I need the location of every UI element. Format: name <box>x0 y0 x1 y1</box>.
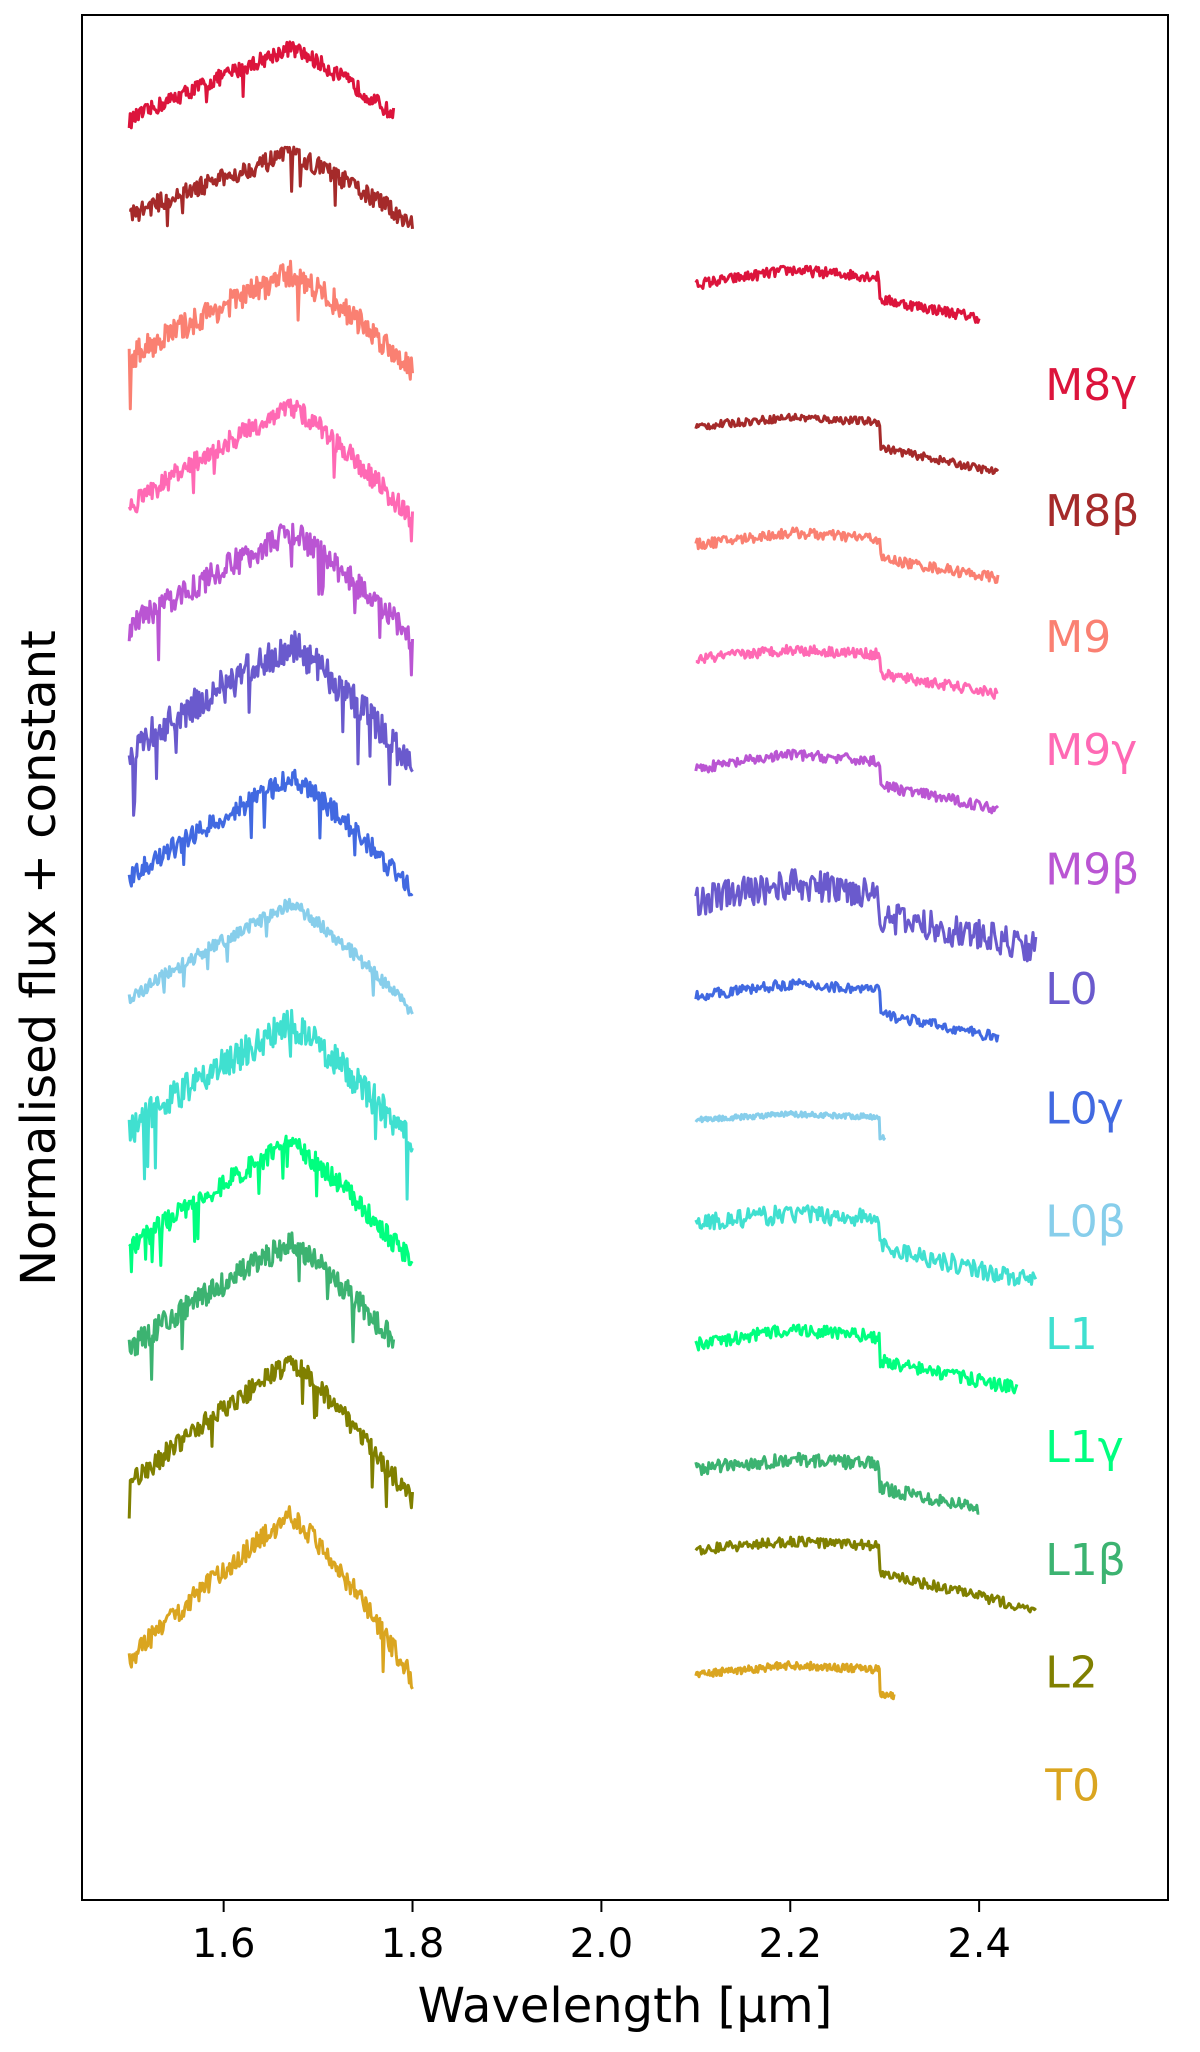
series-11-k-band-line <box>694 1535 1037 1614</box>
series-label-12: T0 <box>1044 1760 1100 1811</box>
series-6-k-band-line <box>694 978 1000 1043</box>
series-1-k-band-line <box>694 412 1000 475</box>
x-tick-label-4: 2.4 <box>947 1921 1011 1967</box>
series-label-10: L1β <box>1045 1535 1126 1586</box>
series-12-h-band-line <box>127 1505 414 1690</box>
series-label-1: M8β <box>1045 486 1139 537</box>
series-10-h-band-line <box>127 1231 396 1381</box>
series-7-h-band-line <box>127 897 414 1015</box>
series-5-h-band-line <box>127 630 414 817</box>
series-label-9: L1γ <box>1045 1422 1124 1473</box>
series-7-k-band-line <box>694 1110 887 1141</box>
x-tick-label-3: 2.2 <box>758 1921 822 1967</box>
series-1-h-band-line <box>128 145 414 230</box>
series-0-h-band-line <box>127 40 396 130</box>
series-label-4: M9β <box>1045 844 1139 895</box>
series-4-h-band-line <box>127 522 414 677</box>
x-tick-label-1: 1.8 <box>381 1921 445 1967</box>
series-0-k-band-line <box>694 264 981 324</box>
y-axis-label: Normalised flux + constant <box>11 630 67 1286</box>
x-axis-ticks: 1.6 1.8 2.0 2.2 2.4 <box>192 1900 1011 1967</box>
series-label-8: L1 <box>1045 1309 1098 1360</box>
series-8-h-band-line <box>127 1008 414 1201</box>
plot-frame <box>81 14 1169 1901</box>
series-10-k-band-line <box>694 1451 980 1515</box>
x-tick-label-2: 2.0 <box>570 1921 634 1967</box>
series-9-k-band-line <box>694 1323 1019 1395</box>
series-4-k-band-line <box>694 748 1000 815</box>
series-label-2: M9 <box>1045 612 1111 663</box>
series-label-3: M9γ <box>1045 725 1137 776</box>
series-6-h-band-line <box>127 768 414 897</box>
series-label-11: L2 <box>1045 1648 1098 1699</box>
x-axis-label: Wavelength [μm] <box>418 1978 833 2034</box>
series-2-h-band-line <box>127 259 414 411</box>
series-12-k-band-line <box>694 1660 896 1701</box>
series-3-k-band-line <box>695 643 999 700</box>
series-2-k-band-line <box>694 526 1000 584</box>
series-labels: M8γ M8β M9 M9γ M9β L0 L0γ L0β L1 L1γ L1β L2 T0 <box>1044 360 1139 1811</box>
series-label-5: L0 <box>1045 964 1098 1015</box>
series-11-h-band-line <box>127 1355 414 1519</box>
series-label-0: M8γ <box>1045 360 1137 411</box>
series-label-7: L0β <box>1045 1196 1126 1247</box>
spectra-curves <box>127 40 1038 1701</box>
series-9-h-band-line <box>128 1134 414 1274</box>
x-tick-label-0: 1.6 <box>192 1921 256 1967</box>
series-8-k-band-line <box>694 1204 1038 1287</box>
series-label-6: L0γ <box>1045 1083 1124 1134</box>
series-5-k-band-line <box>694 868 1038 963</box>
series-3-h-band-line <box>127 398 414 543</box>
